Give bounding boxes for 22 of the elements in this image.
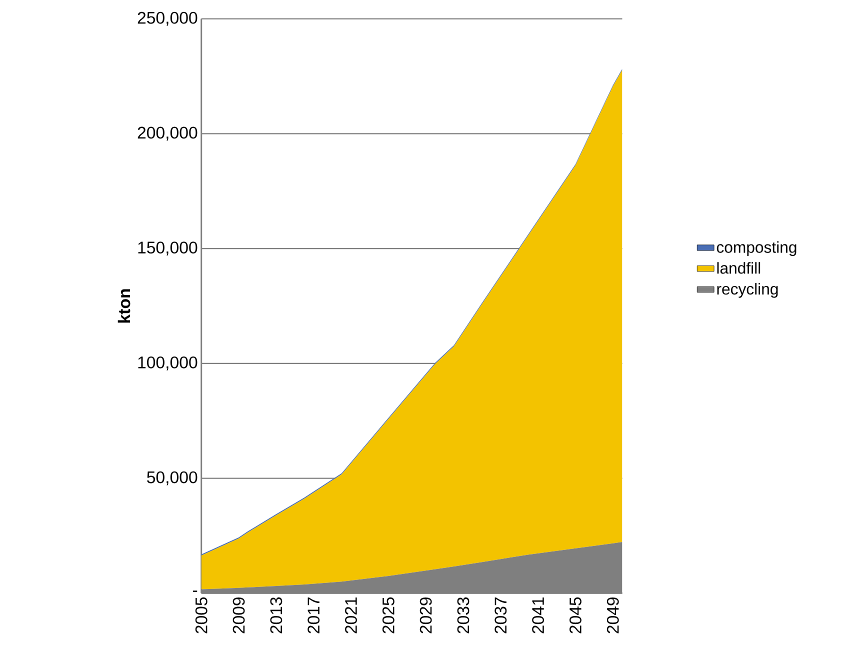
y-tick-label: 100,000 bbox=[138, 356, 198, 370]
x-tick-label: 2017 bbox=[308, 597, 320, 634]
x-tick-label: 2021 bbox=[345, 597, 357, 634]
x-tick-label: 2029 bbox=[420, 597, 432, 634]
x-tick-label: 2037 bbox=[494, 597, 507, 634]
y-tick-label: 150,000 bbox=[138, 241, 198, 256]
y-tick-label: - bbox=[193, 590, 198, 592]
y-tick-label: 200,000 bbox=[138, 126, 198, 140]
x-tick-label: 2033 bbox=[457, 597, 470, 634]
legend-label: landfill bbox=[717, 262, 760, 274]
legend-label: composting bbox=[716, 241, 796, 256]
legend-label: recycling bbox=[717, 282, 778, 298]
x-tick-label: 2045 bbox=[570, 597, 582, 634]
x-tick-label: 2013 bbox=[270, 597, 282, 634]
y-tick-label: 50,000 bbox=[147, 471, 198, 486]
x-tick-label: 2005 bbox=[195, 597, 208, 634]
y-axis-title: kton bbox=[118, 289, 130, 322]
x-tick-label: 2041 bbox=[532, 597, 544, 634]
x-tick-label: 2009 bbox=[232, 597, 245, 634]
x-tick-label: 2049 bbox=[606, 597, 619, 634]
x-tick-label: 2025 bbox=[382, 597, 394, 634]
y-tick-label: 250,000 bbox=[138, 12, 198, 26]
